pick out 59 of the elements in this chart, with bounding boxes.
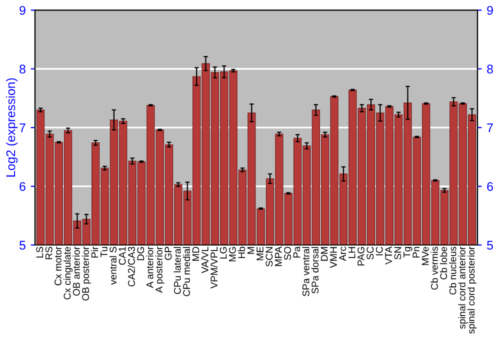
x-tick-label: ME: [256, 246, 264, 260]
x-tick-label: Cb vermis: [430, 246, 438, 290]
x-tick-label: CPu medial: [182, 247, 190, 296]
x-tick-label: OB posterior: [82, 246, 91, 300]
x-tick-label: ventral S: [109, 246, 117, 285]
x-tick-label: SN: [394, 247, 402, 260]
x-tick-label: MD: [192, 246, 200, 261]
x-tick-label: MPA: [275, 246, 282, 266]
x-tick-label: Tg: [404, 247, 412, 258]
x-tick-label: CA2/CA3: [128, 246, 135, 286]
x-tick-label: A anterior: [146, 246, 154, 288]
y2-tick-label: 7: [487, 124, 493, 132]
x-tick-label: Arc: [339, 246, 346, 261]
x-tick-label: CPu lateral: [174, 247, 181, 294]
x-tick-label: SC: [366, 246, 374, 260]
y2-tick-label: 8: [487, 64, 493, 74]
x-tick-label: IC: [376, 246, 383, 256]
x-tick-label: Cx motor: [54, 246, 62, 286]
x-tick-label: LH: [348, 247, 356, 258]
x-tick-label: Cb lobe: [440, 246, 448, 280]
x-tick-label: SCN: [266, 247, 273, 266]
y2-tick-label: 5: [487, 240, 493, 250]
x-tick-label: Cx cingulate: [64, 246, 73, 300]
x-tick-label: MVe: [422, 246, 429, 266]
y2-tick-label: 6: [487, 182, 493, 191]
x-tick-label: spinal cord posterior: [467, 246, 477, 334]
x-tick-label: MG: [229, 247, 236, 262]
x-tick-label: Pn: [412, 247, 420, 258]
x-tick-label: Cb nucleus: [449, 246, 456, 295]
x-tick-label: Pir: [91, 246, 98, 258]
x-tick-label: VA/VL: [201, 246, 208, 274]
y-tick-label: 9: [20, 6, 26, 15]
y-tick-label: 7: [20, 124, 26, 132]
y-axis-title: Log2 (expression): [6, 78, 18, 177]
x-tick-label: RS: [45, 246, 52, 260]
y2-tick-label: 9: [487, 6, 493, 15]
y-tick-label: 8: [20, 64, 26, 74]
y-tick-label: 5: [20, 240, 26, 250]
x-tick-label: SO: [284, 246, 291, 260]
x-tick-label: SPa dorsal: [311, 247, 319, 294]
y-tick-label: 6: [20, 182, 26, 191]
x-tick-label: VMH: [330, 247, 337, 268]
x-tick-label: PAG: [358, 247, 364, 266]
x-tick-label: OB anterior: [72, 246, 80, 296]
x-tick-label: Pa: [293, 246, 300, 258]
x-tick-label: DG: [137, 247, 144, 260]
x-tick-label: VTA: [385, 246, 392, 265]
x-tick-label: Hb: [238, 246, 246, 258]
x-tick-label: SPa ventral: [302, 247, 310, 296]
x-tick-label: Tu: [100, 247, 108, 258]
x-tick-label: M: [247, 247, 254, 254]
x-tick-label: A posterior: [155, 246, 164, 293]
x-tick-label: LS: [36, 246, 44, 258]
x-tick-label: LG: [220, 247, 227, 259]
x-tick-label: DM: [320, 247, 328, 261]
x-tick-label: CA1: [118, 246, 126, 265]
x-tick-label: GP: [164, 246, 172, 260]
x-tick-label: VPM/VPL: [210, 246, 218, 288]
x-tick-label: spinal cord anterior: [458, 246, 468, 329]
